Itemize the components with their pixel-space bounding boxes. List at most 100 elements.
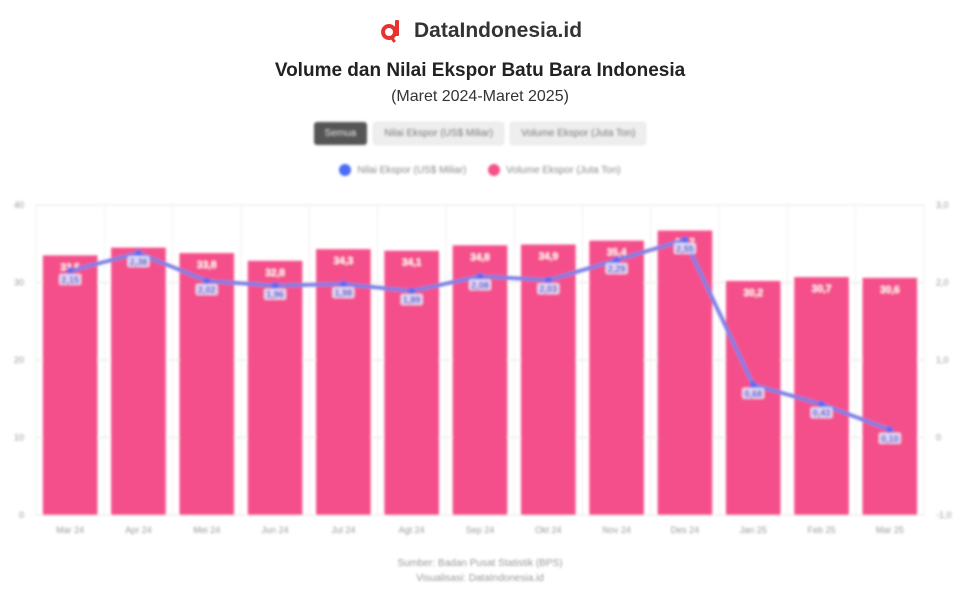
chart-area: 010203040-1,001,02,03,033,534,533,832,83… [14,200,952,535]
line-label-bg [59,273,82,285]
line-point [271,282,279,290]
left-axis-tick-label: 40 [14,200,24,210]
bar-volume [589,240,644,515]
line-label-bg [810,407,833,419]
left-axis-tick-label: 10 [14,433,24,443]
legend-dot-pink-icon [488,164,501,176]
x-axis-tick-label: Mei 24 [193,525,220,535]
bar-volume [862,277,918,515]
line-point [66,267,74,275]
line-point [408,287,416,295]
x-axis-tick-label: Feb 25 [808,525,836,535]
bar-data-label: 34,3 [334,256,354,267]
line-data-label: 2,55 [676,244,694,254]
x-axis-tick-label: Jul 24 [331,525,355,535]
x-axis-tick-label: Agt 24 [399,525,425,535]
line-data-label: 0,10 [881,434,899,444]
bar-data-label: 34,1 [402,258,422,269]
x-axis-tick-label: Apr 24 [125,525,152,535]
chart-footer: Sumber: Badan Pusat Statistik (BPS) Visu… [0,556,960,586]
bar-data-label: 33,8 [197,260,217,271]
line-data-label: 0,43 [813,408,831,418]
chart-legend: Nilai Ekspor (US$ Miliar) Volume Ekspor … [0,164,960,176]
line-point [886,426,894,434]
line-label-bg [537,283,560,295]
bar-data-label: 32,8 [265,268,285,279]
line-label-bg [264,288,287,300]
line-point [544,276,552,284]
line-label-bg [469,279,491,291]
tab-export-value[interactable]: Nilai Ekspor (US$ Miliar) [373,122,505,145]
line-point [203,277,211,285]
legend-item-volume[interactable]: Volume Ekspor (Juta Ton) [488,164,621,176]
line-data-label: 2,03 [540,284,558,294]
bar-volume [657,230,713,515]
line-data-label: 2,15 [61,275,79,285]
legend-item-value[interactable]: Nilai Ekspor (US$ Miliar) [339,164,466,176]
chart-title: Volume dan Nilai Ekspor Batu Bara Indone… [274,60,686,81]
x-axis-tick-label: Sep 24 [466,525,495,535]
right-axis-tick-label: 3,0 [936,200,949,210]
x-axis-tick-label: Mar 24 [56,525,84,535]
line-data-label: 1,96 [266,290,284,300]
tab-export-volume[interactable]: Volume Ekspor (Juta Ton) [510,122,647,145]
bar-data-label: 30,2 [743,288,763,299]
bar-data-label: 30,7 [812,284,832,295]
bar-data-label: 34,8 [470,252,490,263]
legend-dot-blue-icon [339,164,352,176]
line-label-bg [332,287,355,299]
source-note: Sumber: Badan Pusat Statistik (BPS) [397,558,563,569]
left-axis-tick-label: 20 [14,355,24,365]
line-point [476,272,484,280]
right-axis-tick-label: 0 [936,433,941,443]
bar-data-label: 30,6 [880,285,900,296]
line-label-bg [127,256,150,268]
chart-subtitle: (Maret 2024-Maret 2025) [391,88,569,105]
bar-volume [247,260,303,515]
line-data-label: 1,98 [335,288,353,298]
line-label-bg [742,387,765,399]
x-axis-tick-label: Des 24 [671,525,700,535]
left-axis-tick-label: 0 [19,510,24,520]
left-axis-tick-label: 30 [14,278,24,288]
bar-volume [179,253,235,516]
legend-label-value: Nilai Ekspor (US$ Miliar) [357,164,467,176]
line-point [613,256,621,264]
line-data-label: 2,38 [130,257,148,267]
x-axis-tick-label: Nov 24 [602,525,631,535]
x-axis-tick-label: Mar 25 [876,525,904,535]
tab-all[interactable]: Semua [313,122,368,145]
brand-name: DataIndonesia.id [413,19,583,42]
series-toggle-tabs: Semua Nilai Ekspor (US$ Miliar) Volume E… [0,122,960,145]
right-axis-tick-label: 2,0 [936,278,949,288]
line-label-bg [878,432,901,444]
line-data-label: 2,02 [198,285,216,295]
chart-plot-group: 010203040-1,001,02,03,033,534,533,832,83… [14,200,952,535]
bar-data-label: 34,9 [539,252,559,263]
bar-volume [42,255,98,515]
line-label-bg [400,294,423,306]
line-label-bg [673,242,696,254]
x-axis-tick-label: Jun 24 [262,525,289,535]
visualization-note: Visualisasi: DataIndonesia.id [416,573,544,584]
line-point [818,400,826,408]
line-point [134,249,142,257]
bar-data-label: 35,4 [607,248,627,259]
x-axis-tick-label: Okt 24 [535,525,562,535]
right-axis-tick-label: 1,0 [936,355,949,365]
x-axis-tick-label: Jan 25 [740,525,767,535]
line-point [339,280,347,288]
line-point [749,381,757,389]
line-label-bg [605,263,628,275]
line-data-label: 0,68 [744,389,762,399]
brand-header: DataIndonesia.id [0,18,960,44]
legend-label-volume: Volume Ekspor (Juta Ton) [506,164,621,176]
magnifier-logo-icon [378,18,404,44]
line-data-label: 1,89 [403,295,421,305]
right-axis-tick-label: -1,0 [936,510,952,520]
line-data-label: 2,08 [471,280,489,290]
bar-volume [111,247,166,515]
line-data-label: 2,29 [608,264,626,274]
bar-volume [794,277,849,515]
line-label-bg [195,283,218,295]
